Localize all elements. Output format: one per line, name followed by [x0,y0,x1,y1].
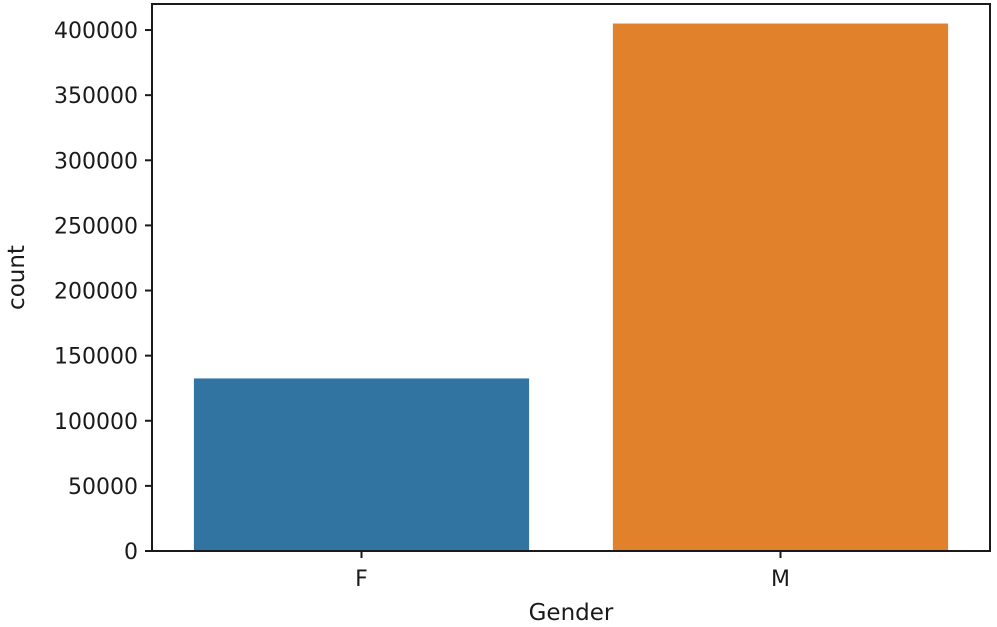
y-tick-label: 300000 [54,149,138,174]
x-axis-label: Gender [529,600,614,626]
y-tick-label: 250000 [54,214,138,239]
y-tick-label: 350000 [54,84,138,109]
y-tick-label: 50000 [68,475,138,500]
bar-m [612,23,949,552]
plot-frame [151,3,991,552]
bar-f [193,378,530,551]
y-axis-label: count [4,245,30,310]
bars-group [193,23,949,552]
y-tick-label: 0 [124,540,138,565]
y-tick-label: 100000 [54,410,138,435]
y-tick-label: 200000 [54,280,138,305]
y-axis-ticks: 0 50000 100000 150000 200000 250000 300000 3500… [54,19,152,565]
x-tick-label: M [771,567,790,592]
x-tick-label: F [355,567,368,592]
y-tick-label: 150000 [54,345,138,370]
y-tick-label: 400000 [54,19,138,44]
